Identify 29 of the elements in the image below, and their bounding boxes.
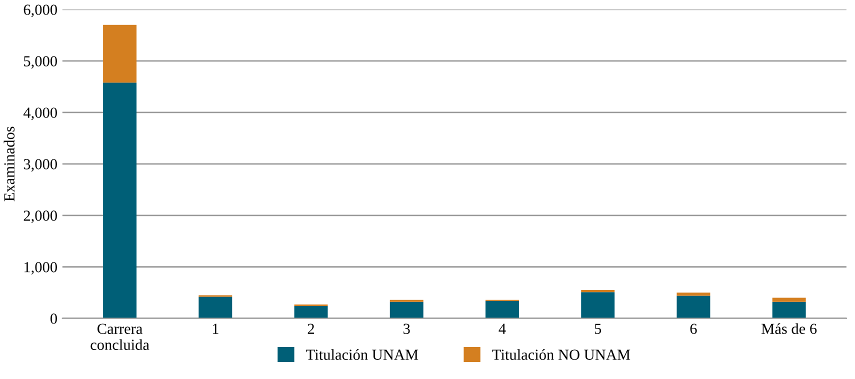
y-tick-label: 3,000: [24, 159, 57, 172]
bar: [390, 302, 424, 318]
y-tick-label: 2,000: [24, 210, 57, 224]
bar: [486, 300, 519, 318]
bar: [103, 82, 137, 318]
x-tick-label: 3: [404, 324, 410, 334]
bar: [772, 302, 806, 318]
bar: [103, 24, 137, 83]
x-tick-label: 6: [690, 324, 697, 334]
bar: [772, 298, 806, 302]
x-tick-label: 4: [498, 324, 506, 334]
bar: [676, 292, 710, 296]
y-tick-label: 0: [50, 314, 57, 324]
bar: [198, 296, 232, 318]
y-tick-label: 6,000: [24, 4, 57, 18]
bar: [294, 306, 328, 318]
y-axis-title: Examinados: [4, 126, 15, 202]
bar: [581, 292, 615, 318]
x-tick-label: Más de 6: [762, 323, 817, 334]
y-tick-label: 5,000: [24, 56, 57, 69]
legend-label: Titulación UNAM: [306, 349, 418, 360]
bar: [676, 296, 710, 318]
x-tick-label: 5: [594, 324, 602, 334]
legend-label: Titulación NO UNAM: [492, 349, 630, 360]
x-tick-label: 1: [212, 324, 218, 334]
x-tick-label: Carrera concluida: [90, 324, 150, 350]
y-tick-label: 1,000: [24, 262, 57, 275]
y-tick-label: 4,000: [23, 108, 57, 120]
x-tick-label: 2: [308, 324, 314, 334]
